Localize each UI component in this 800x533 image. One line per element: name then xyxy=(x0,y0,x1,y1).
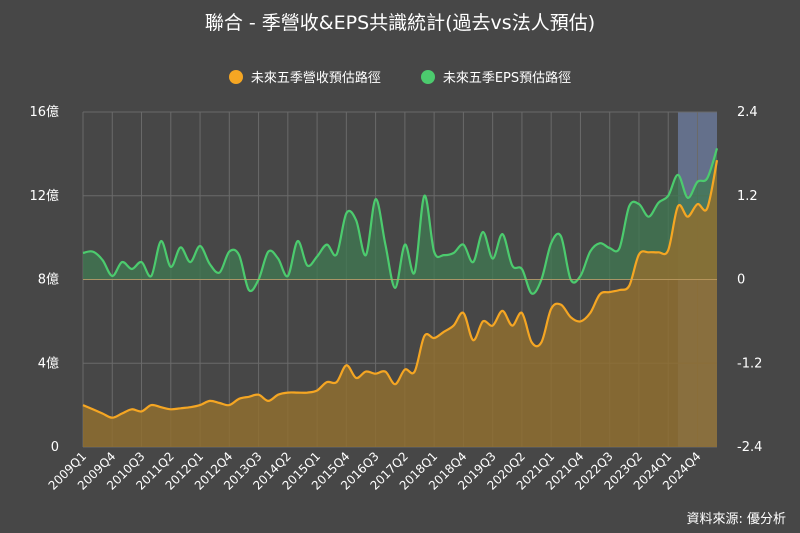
y-left-tick-label: 16億 xyxy=(29,104,59,120)
y-right-tick-label: 1.2 xyxy=(737,189,758,204)
y-right-tick-label: 0 xyxy=(737,273,745,288)
legend-item-eps[interactable]: 未來五季EPS預估路徑 xyxy=(420,67,572,86)
revenue-line xyxy=(82,159,719,419)
revenue-area xyxy=(83,160,717,447)
legend-label-revenue: 未來五季營收預估路徑 xyxy=(250,71,381,86)
chart-title: 聯合 - 季營收&EPS共識統計(過去vs法人預估) xyxy=(204,12,596,34)
y-left-tick-label: 4億 xyxy=(38,355,59,371)
y-left-tick-label: 8億 xyxy=(38,272,59,288)
legend-dot-eps xyxy=(420,69,435,84)
source-note: 資料來源: 優分析 xyxy=(686,512,786,527)
eps-area xyxy=(83,148,717,294)
y-left-tick-label: 12億 xyxy=(29,188,59,204)
y-right-tick-label: -2.4 xyxy=(737,440,762,455)
y-left-tick-label: 0 xyxy=(51,440,59,455)
legend: 未來五季營收預估路徑 未來五季EPS預估路徑 xyxy=(0,67,800,86)
eps-line xyxy=(82,147,719,295)
y-right-tick-label: -1.2 xyxy=(737,356,762,371)
legend-label-eps: 未來五季EPS預估路徑 xyxy=(442,71,572,86)
y-right-tick-label: 2.4 xyxy=(737,105,758,120)
legend-item-revenue[interactable]: 未來五季營收預估路徑 xyxy=(228,67,381,86)
legend-dot-revenue xyxy=(228,69,243,84)
